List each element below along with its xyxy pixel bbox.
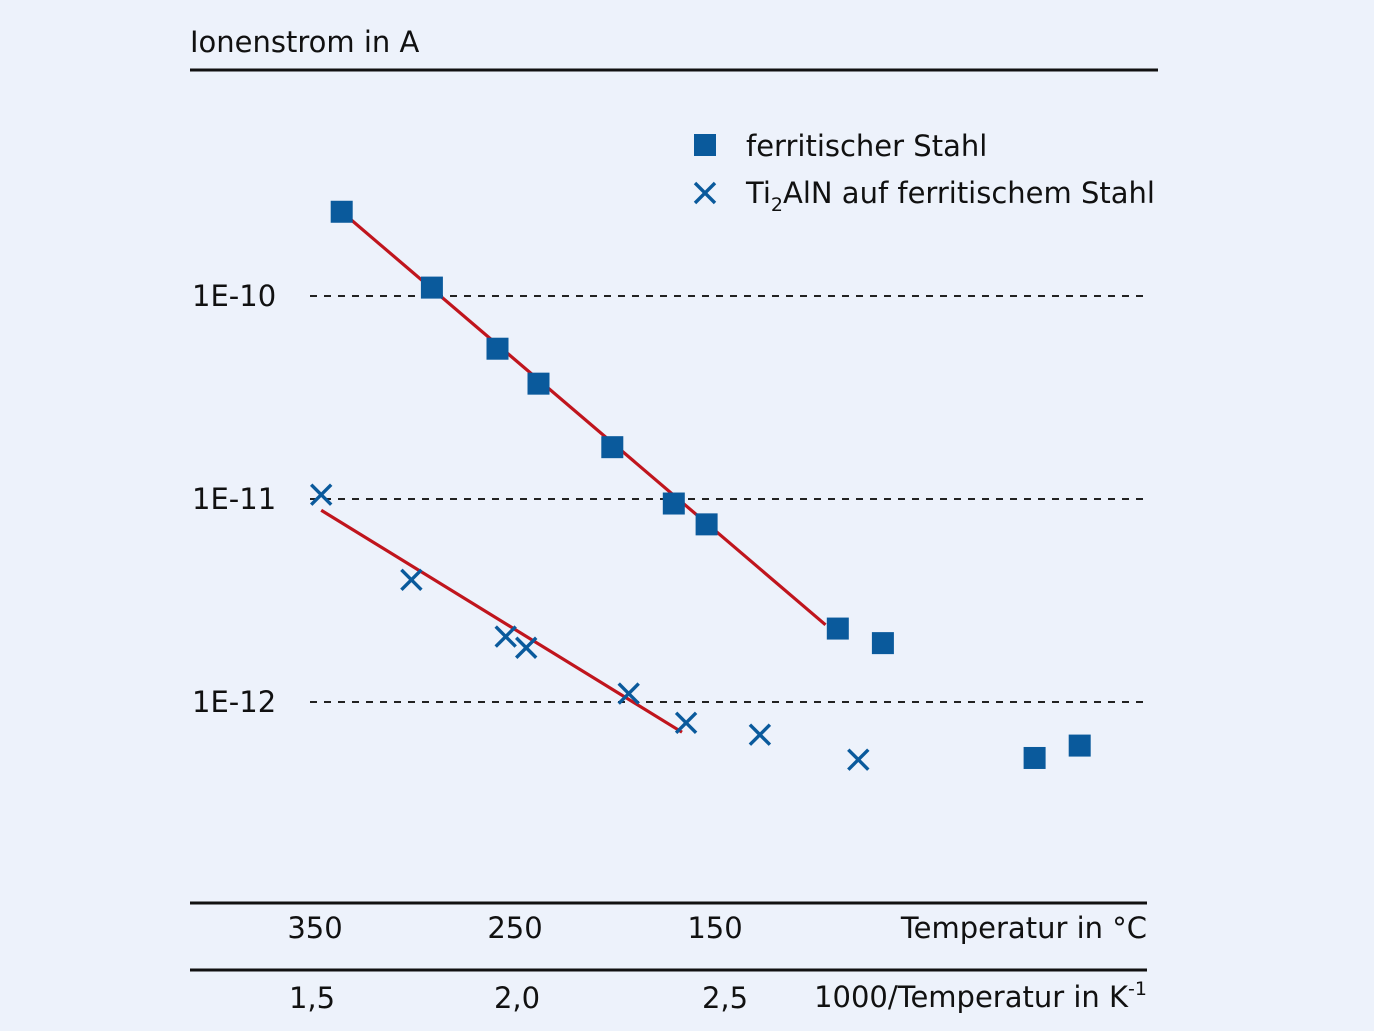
- y-tick-label-1: 1E-11: [192, 482, 276, 516]
- point-ferritic-7: [826, 617, 849, 640]
- x-tick-celsius-0: 350: [287, 911, 342, 945]
- point-ti2aln-1: [400, 568, 423, 591]
- point-ferritic-9: [1023, 746, 1046, 769]
- x-tick-reciprocal-1: 2,0: [494, 981, 540, 1015]
- grid-lines: [310, 295, 1147, 703]
- fit-lines: [320, 210, 827, 734]
- x-tick-celsius-2: 150: [687, 911, 742, 945]
- point-ti2aln-6: [748, 723, 772, 746]
- legend-label-ti2aln-rest: AlN auf ferritischem Stahl: [783, 176, 1155, 210]
- data-points: [309, 200, 1091, 771]
- point-ferritic-1: [420, 276, 443, 299]
- fit-line-1: [320, 508, 683, 734]
- point-ti2aln-4: [617, 682, 640, 705]
- point-ferritic-0: [330, 200, 353, 223]
- y-axis-label: Ionenstrom in A: [190, 25, 420, 59]
- x-axis-label-reciprocal-main: 1000/Temperatur in K: [814, 980, 1129, 1014]
- x-axis-label-celsius: Temperatur in °C: [900, 911, 1147, 945]
- point-ferritic-3: [527, 372, 550, 395]
- y-tick-label-2: 1E-12: [192, 685, 276, 719]
- legend-cross-marker: [693, 181, 717, 205]
- point-ferritic-2: [486, 337, 509, 360]
- legend: ferritischer Stahl Ti2AlN auf ferritisch…: [693, 129, 1155, 216]
- x-axis-celsius-ticks: 350 250 150: [287, 911, 742, 945]
- x-tick-celsius-1: 250: [487, 911, 542, 945]
- x-axis-label-reciprocal-sup: -1: [1128, 978, 1147, 1000]
- point-ti2aln-0: [309, 483, 333, 506]
- point-ferritic-4: [601, 436, 624, 459]
- y-tick-label-0: 1E-10: [192, 279, 276, 313]
- legend-label-ti2aln-ti: Ti: [745, 176, 771, 210]
- y-tick-labels: 1E-10 1E-11 1E-12: [192, 279, 276, 719]
- legend-label-ferritic-steel: ferritischer Stahl: [746, 129, 987, 163]
- point-ferritic-8: [871, 632, 894, 655]
- x-tick-reciprocal-2: 2,5: [702, 981, 748, 1015]
- point-ti2aln-5: [674, 711, 698, 734]
- x-tick-reciprocal-0: 1,5: [289, 981, 335, 1015]
- legend-label-ti2aln: Ti2AlN auf ferritischem Stahl: [745, 176, 1155, 216]
- point-ti2aln-7: [847, 748, 870, 771]
- fit-line-0: [340, 210, 827, 627]
- point-ferritic-6: [695, 513, 718, 536]
- legend-cross-shape: [693, 181, 717, 205]
- point-ti2aln-3: [514, 636, 538, 659]
- x-axis-reciprocal-ticks: 1,5 2,0 2,5: [289, 981, 748, 1015]
- point-ferritic-5: [662, 492, 685, 515]
- point-ferritic-10: [1068, 734, 1091, 757]
- legend-square-marker: [694, 134, 716, 156]
- legend-label-ti2aln-sub: 2: [771, 194, 783, 216]
- point-ti2aln-2: [494, 625, 517, 648]
- x-axis-label-reciprocal: 1000/Temperatur in K-1: [814, 978, 1147, 1014]
